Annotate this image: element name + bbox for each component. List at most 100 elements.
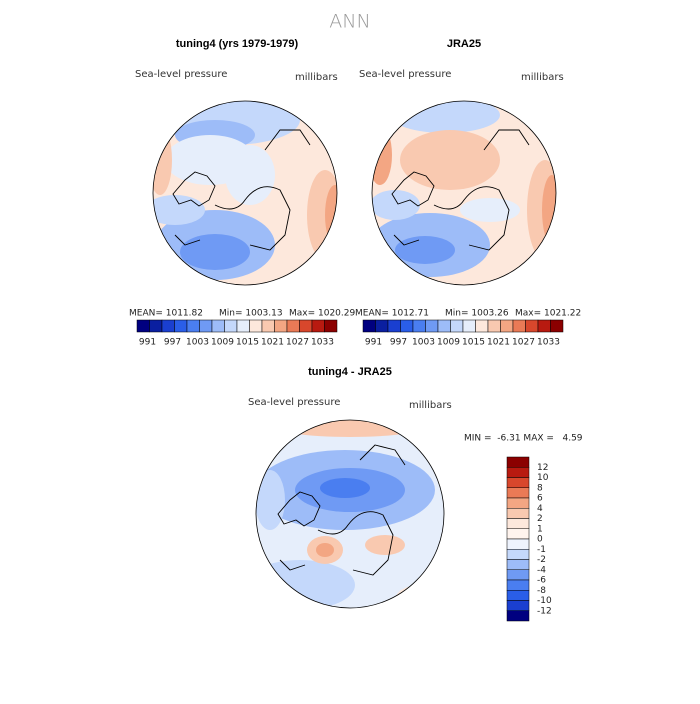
map bbox=[153, 101, 337, 285]
colorbar-box bbox=[362, 319, 376, 333]
colorbar-label: 8 bbox=[537, 483, 543, 493]
stat-label: Max= 1020.29 bbox=[289, 309, 355, 319]
colorbar-label: 1009 bbox=[211, 338, 234, 348]
colorbar-box bbox=[500, 319, 514, 333]
coastline bbox=[172, 129, 311, 251]
colorbar-label: -8 bbox=[537, 586, 546, 596]
colorbar-label: -2 bbox=[537, 555, 546, 565]
colorbar-box bbox=[199, 319, 213, 333]
colorbar-box bbox=[537, 319, 551, 333]
colorbar-box bbox=[506, 497, 530, 509]
colorbar-box bbox=[425, 319, 439, 333]
variable-label: Sea-level pressure bbox=[248, 397, 340, 408]
units-label: millibars bbox=[521, 72, 564, 83]
stat-label: Max= 1021.22 bbox=[515, 309, 581, 319]
colorbar-box bbox=[506, 600, 530, 611]
colorbar-label: -10 bbox=[537, 596, 552, 606]
colorbar-box bbox=[506, 528, 530, 540]
map bbox=[372, 101, 556, 285]
colorbar-box bbox=[462, 319, 476, 333]
map-border bbox=[255, 419, 445, 609]
colorbar-box bbox=[506, 467, 530, 478]
colorbar-label: 1003 bbox=[412, 338, 435, 348]
colorbar-label: -4 bbox=[537, 565, 546, 575]
coastline bbox=[277, 444, 406, 576]
colorbar-label: 1015 bbox=[236, 338, 259, 348]
colorbar-box bbox=[506, 569, 530, 581]
colorbar-label: 997 bbox=[164, 338, 181, 348]
panel-title: tuning4 (yrs 1979-1979) bbox=[176, 38, 299, 50]
colorbar-box bbox=[174, 319, 188, 333]
colorbar-box bbox=[286, 319, 300, 333]
colorbar-label: 10 bbox=[537, 473, 549, 483]
colorbar-box bbox=[136, 319, 150, 333]
colorbar-label: 12 bbox=[537, 463, 548, 473]
units-label: millibars bbox=[409, 400, 452, 411]
colorbar-box bbox=[161, 319, 175, 333]
colorbar-label: 1021 bbox=[261, 338, 284, 348]
units-label: millibars bbox=[295, 72, 338, 83]
map-border bbox=[371, 100, 557, 286]
colorbar-label: 991 bbox=[139, 338, 156, 348]
colorbar-box bbox=[249, 319, 263, 333]
colorbar-label: 1033 bbox=[537, 338, 560, 348]
colorbar-label: -12 bbox=[537, 606, 552, 616]
colorbar-box bbox=[149, 319, 163, 333]
stat-label: MEAN= 1012.71 bbox=[355, 309, 429, 319]
colorbar-label: 1003 bbox=[186, 338, 209, 348]
variable-label: Sea-level pressure bbox=[135, 69, 227, 80]
colorbar-box bbox=[186, 319, 200, 333]
colorbar-label: 0 bbox=[537, 535, 543, 545]
colorbar-box bbox=[506, 456, 530, 468]
colorbar-box bbox=[506, 579, 530, 591]
colorbar-label: 1009 bbox=[437, 338, 460, 348]
colorbar-box bbox=[211, 319, 225, 333]
colorbar-box bbox=[506, 590, 530, 601]
colorbar-box bbox=[475, 319, 489, 333]
panel-title: JRA25 bbox=[447, 38, 481, 50]
colorbar-box bbox=[299, 319, 313, 333]
colorbar-box bbox=[550, 319, 564, 333]
colorbar-box bbox=[506, 559, 530, 570]
colorbar-box bbox=[375, 319, 389, 333]
map-border bbox=[152, 100, 338, 286]
stat-label: MEAN= 1011.82 bbox=[129, 309, 203, 319]
colorbar-box bbox=[450, 319, 464, 333]
colorbar-box bbox=[525, 319, 539, 333]
coastline bbox=[391, 129, 530, 251]
colorbar-box bbox=[412, 319, 426, 333]
colorbar-label: 1033 bbox=[311, 338, 334, 348]
colorbar-box bbox=[506, 549, 530, 560]
colorbar-label: 991 bbox=[365, 338, 382, 348]
colorbar-label: 997 bbox=[390, 338, 407, 348]
map bbox=[256, 420, 444, 608]
colorbar-label: 2 bbox=[537, 514, 543, 524]
colorbar-box bbox=[400, 319, 414, 333]
colorbar-label: -6 bbox=[537, 576, 546, 586]
colorbar-box bbox=[506, 538, 530, 550]
colorbar-box bbox=[274, 319, 288, 333]
colorbar-box bbox=[512, 319, 526, 333]
panel-title: tuning4 - JRA25 bbox=[308, 366, 392, 378]
colorbar-box bbox=[506, 508, 530, 519]
stat-label: Min= 1003.13 bbox=[219, 309, 283, 319]
figure-title: ANN bbox=[329, 11, 370, 33]
colorbar-box bbox=[506, 610, 530, 622]
stat-label: Min= 1003.26 bbox=[445, 309, 509, 319]
colorbar-box bbox=[261, 319, 275, 333]
colorbar-label: 1021 bbox=[487, 338, 510, 348]
colorbar-box bbox=[236, 319, 250, 333]
colorbar-label: -1 bbox=[537, 545, 546, 555]
colorbar-label: 1015 bbox=[462, 338, 485, 348]
diff-stats: MIN = -6.31 MAX = 4.59 bbox=[464, 434, 583, 444]
colorbar-label: 1027 bbox=[512, 338, 535, 348]
colorbar-box bbox=[324, 319, 338, 333]
colorbar-box bbox=[487, 319, 501, 333]
colorbar-label: 6 bbox=[537, 494, 543, 504]
colorbar-box bbox=[311, 319, 325, 333]
colorbar-box bbox=[506, 518, 530, 529]
colorbar-label: 1 bbox=[537, 524, 543, 534]
colorbar-box bbox=[437, 319, 451, 333]
